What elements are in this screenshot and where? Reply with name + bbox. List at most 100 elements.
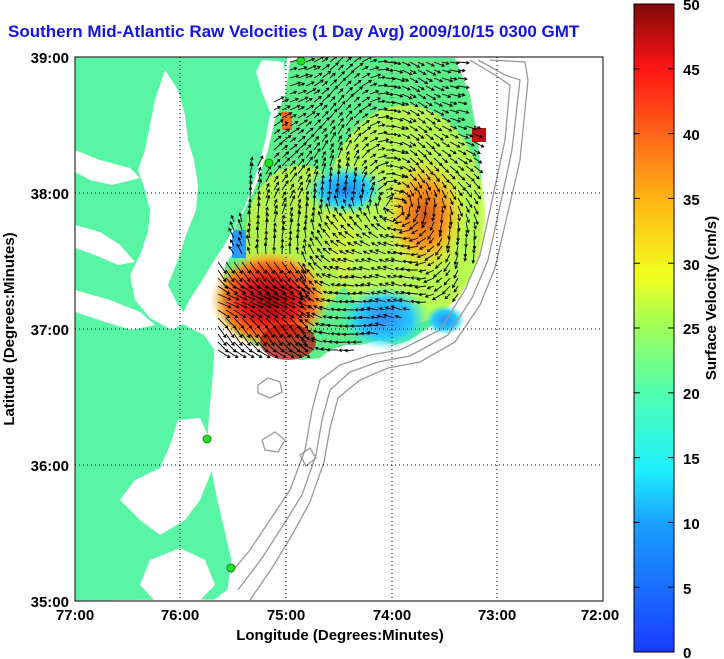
velocity-vector xyxy=(281,349,295,359)
velocity-vector xyxy=(413,213,419,223)
velocity-vector xyxy=(390,258,403,263)
velocity-vector xyxy=(249,162,254,175)
velocity-vector xyxy=(425,101,433,107)
velocity-vector xyxy=(361,66,369,71)
velocity-vector xyxy=(281,134,292,143)
velocity-vector xyxy=(326,273,339,279)
velocity-vector xyxy=(346,223,355,231)
velocity-vector xyxy=(337,64,344,71)
velocity-vector xyxy=(409,173,417,182)
velocity-vector xyxy=(385,187,394,191)
velocity-vector xyxy=(272,246,276,255)
velocity-vector xyxy=(441,141,451,148)
velocity-vector xyxy=(425,109,435,116)
y-tick-label: 37:00 xyxy=(31,322,69,339)
velocity-vector xyxy=(257,172,262,183)
velocity-vector xyxy=(307,329,315,335)
velocity-vector xyxy=(349,215,355,223)
velocity-vector xyxy=(457,205,463,218)
velocity-vector xyxy=(433,125,443,132)
velocity-vector xyxy=(342,257,355,263)
velocity-vector xyxy=(249,309,263,319)
velocity-vector xyxy=(377,107,388,111)
velocity-vector xyxy=(341,205,347,215)
velocity-vector xyxy=(289,309,303,319)
velocity-vector xyxy=(409,149,418,156)
velocity-vector xyxy=(393,204,402,209)
velocity-vector xyxy=(441,181,447,189)
velocity-vector xyxy=(257,202,261,215)
velocity-vector xyxy=(409,197,414,208)
velocity-vector xyxy=(370,291,379,295)
velocity-vector xyxy=(473,133,484,139)
velocity-vector xyxy=(305,98,313,103)
velocity-vector xyxy=(297,285,311,295)
velocity-vector xyxy=(247,210,251,223)
velocity-vector xyxy=(449,125,458,130)
velocity-vector xyxy=(298,343,307,351)
velocity-vector xyxy=(233,309,247,319)
velocity-vector xyxy=(273,210,279,223)
velocity-low-southeast xyxy=(425,305,465,335)
velocity-vector xyxy=(390,235,403,239)
velocity-vector xyxy=(272,234,277,247)
velocity-vector xyxy=(362,299,371,304)
velocity-vector xyxy=(409,157,420,166)
velocity-vector xyxy=(329,62,340,71)
velocity-vector xyxy=(444,293,451,300)
velocity-vector xyxy=(345,156,350,167)
velocity-vector xyxy=(265,206,269,215)
velocity-vector xyxy=(453,269,459,279)
velocity-vector xyxy=(257,155,264,167)
velocity-vector xyxy=(329,72,336,79)
velocity-vector xyxy=(409,93,417,98)
velocity-vector xyxy=(366,306,379,311)
velocity-vector xyxy=(305,57,316,63)
velocity-vector xyxy=(315,298,323,303)
velocity-vector xyxy=(393,149,406,155)
velocity-vector xyxy=(417,101,429,109)
velocity-vector xyxy=(273,293,288,301)
velocity-vector xyxy=(305,336,315,343)
velocity-vector xyxy=(361,113,369,119)
velocity-vector xyxy=(367,231,379,239)
velocity-vector xyxy=(377,99,386,104)
velocity-vector xyxy=(385,140,394,145)
velocity-vector xyxy=(377,123,386,127)
velocity-vector xyxy=(337,100,346,111)
velocity-vector xyxy=(415,205,419,214)
velocity-vector xyxy=(425,133,434,140)
velocity-vector xyxy=(437,237,443,247)
velocity-vector xyxy=(449,157,459,164)
velocity-vector xyxy=(302,262,307,271)
velocity-vector xyxy=(378,307,387,311)
velocity-vector xyxy=(241,349,255,359)
velocity-vector xyxy=(445,253,451,263)
velocity-vector xyxy=(433,173,440,183)
velocity-vector xyxy=(409,165,416,172)
velocity-vector xyxy=(337,77,347,87)
velocity-vector xyxy=(392,213,403,222)
velocity-vector xyxy=(366,257,379,263)
velocity-vector xyxy=(305,121,313,127)
velocity-vector xyxy=(369,82,378,87)
velocity-vector xyxy=(425,165,434,176)
velocity-vector xyxy=(393,77,406,83)
velocity-vector xyxy=(338,348,347,353)
velocity-vector xyxy=(366,330,379,335)
velocity-vector xyxy=(360,307,371,312)
velocity-vector xyxy=(473,205,479,215)
velocity-vector xyxy=(265,194,271,207)
velocity-vector xyxy=(330,240,339,247)
velocity-vector xyxy=(300,312,307,319)
velocity-vector xyxy=(345,162,350,175)
velocity-vector xyxy=(373,215,379,223)
velocity-vector xyxy=(305,133,315,143)
velocity-vector xyxy=(301,250,307,263)
velocity-vector xyxy=(273,164,282,175)
velocity-vector xyxy=(305,190,310,199)
velocity-vector xyxy=(320,255,331,263)
colorbar-tick-label: 45 xyxy=(683,62,700,79)
velocity-vector xyxy=(305,144,312,151)
velocity-vector xyxy=(225,349,239,359)
